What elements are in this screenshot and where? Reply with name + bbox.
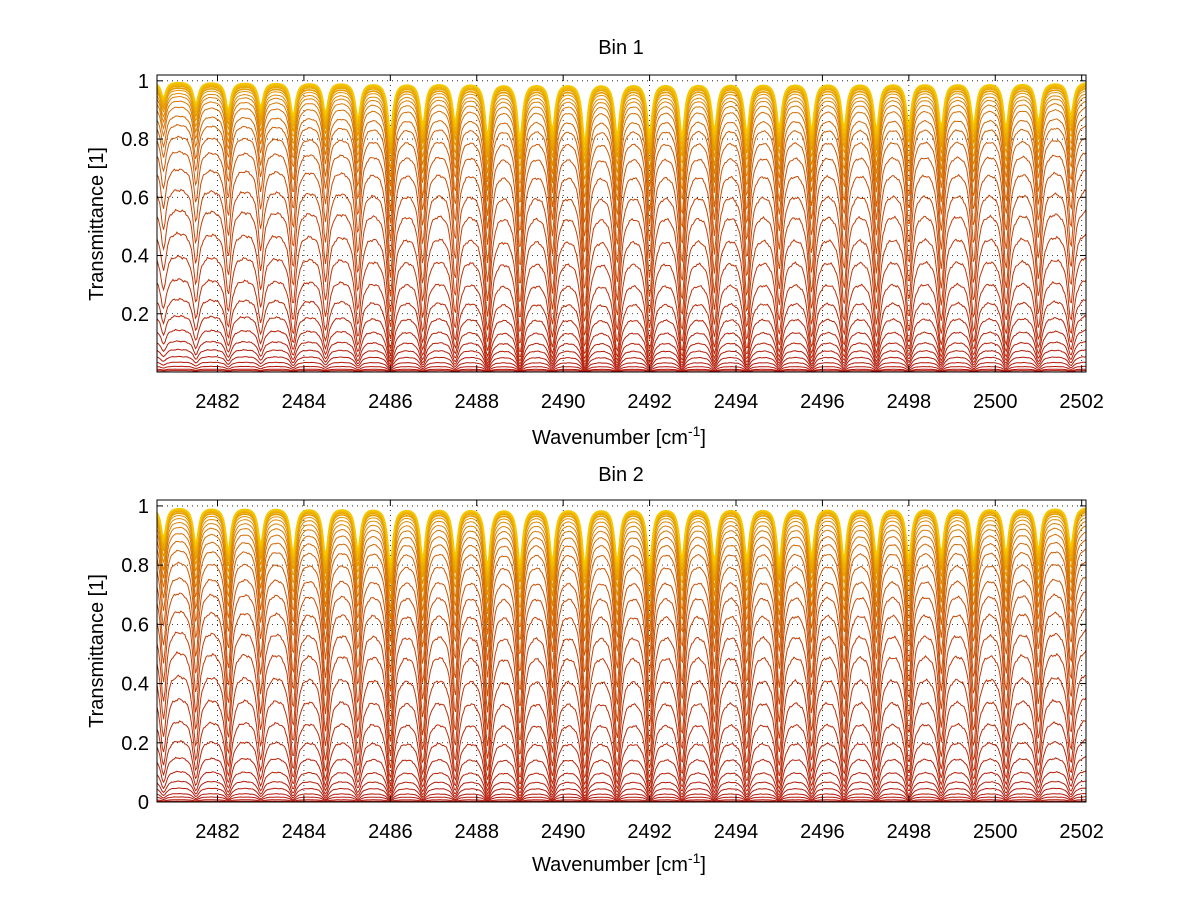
- x-axis-label: Wavenumber [cm-1]: [532, 423, 706, 449]
- y-tick-label: 0.4: [121, 674, 149, 696]
- series-line: [156, 787, 1087, 800]
- series-line: [156, 123, 1087, 237]
- y-tick-label: 0.6: [121, 187, 149, 209]
- series-line: [156, 720, 1087, 788]
- x-tick-label: 2490: [541, 821, 586, 843]
- x-tick-label: 2494: [714, 821, 759, 843]
- series-line: [156, 115, 1087, 223]
- x-tick-label: 2492: [627, 821, 672, 843]
- x-tick-label: 2488: [454, 391, 499, 413]
- x-tick-label: 2498: [887, 821, 932, 843]
- x-tick-label: 2496: [800, 821, 845, 843]
- x-tick-label: 2492: [627, 391, 672, 413]
- series-line: [156, 531, 1087, 635]
- y-tick-label: 0.2: [121, 733, 149, 755]
- series-line: [156, 92, 1087, 180]
- series-line: [156, 538, 1087, 648]
- series-line: [156, 231, 1087, 336]
- series-line: [156, 628, 1087, 747]
- series-line: [156, 278, 1087, 355]
- series-line: [156, 738, 1087, 792]
- y-tick-label: 0.2: [121, 304, 149, 326]
- series-line: [157, 361, 1087, 371]
- x-tick-label: 2486: [368, 391, 413, 413]
- x-tick-label: 2500: [973, 821, 1018, 843]
- y-tick-label: 0.8: [121, 555, 149, 577]
- x-tick-label: 2484: [282, 821, 327, 843]
- x-tick-label: 2486: [368, 821, 413, 843]
- y-tick-label: 0.4: [121, 246, 149, 268]
- series-line: [156, 297, 1086, 360]
- series-line: [156, 800, 1087, 803]
- y-tick-label: 0.6: [121, 614, 149, 636]
- x-tick-label: 2482: [195, 821, 240, 843]
- series-line: [156, 368, 1086, 372]
- x-tick-label: 2496: [800, 391, 845, 413]
- series-line: [156, 650, 1087, 759]
- y-axis-label: Transmittance [1]: [86, 147, 108, 301]
- series-line: [156, 150, 1087, 270]
- series-line: [156, 561, 1087, 678]
- series-line: [156, 548, 1087, 661]
- series-line: [156, 755, 1087, 796]
- y-tick-label: 0: [138, 792, 149, 814]
- series-line: [156, 355, 1087, 370]
- series-line: [156, 770, 1087, 798]
- y-axis-label: Transmittance [1]: [86, 574, 108, 728]
- chart-panel-bin-2: Bin 2 2482 2484 2486 2488 2490 2492 2494 2496 24…: [86, 464, 1104, 876]
- x-tick-label: 2498: [887, 391, 932, 413]
- x-tick-label: 2482: [195, 391, 240, 413]
- y-tick-label: 1: [138, 496, 149, 518]
- series-line: [156, 608, 1087, 730]
- series-line: [156, 780, 1087, 799]
- x-tick-label: 2494: [714, 391, 759, 413]
- y-tick-label: 0.8: [121, 129, 149, 151]
- series-line: [156, 81, 1087, 144]
- axes-frame: [156, 74, 1087, 373]
- series-line: [156, 254, 1087, 348]
- series-line: [156, 520, 1087, 614]
- series-line: [156, 697, 1087, 780]
- series-line: [156, 106, 1087, 208]
- series-line: [156, 328, 1087, 366]
- x-axis-label: Wavenumber [cm-1]: [532, 850, 706, 876]
- series-line: [156, 168, 1087, 289]
- x-tick-label: 2488: [454, 821, 499, 843]
- series-line: [156, 314, 1087, 363]
- x-tick-label: 2490: [541, 391, 586, 413]
- series-line: [156, 591, 1087, 713]
- y-tick-label: 1: [138, 71, 149, 93]
- series-line: [156, 507, 1087, 568]
- series-line: [156, 348, 1087, 369]
- axes-frame: [156, 499, 1087, 803]
- series-line: [156, 100, 1086, 198]
- x-tick-label: 2484: [282, 391, 327, 413]
- chart-panel-bin-1: Bin 1 2482 2484 2486 2488 2490 2492 2494 2496 24…: [86, 37, 1104, 449]
- series-line: [156, 208, 1087, 322]
- series-line: [156, 525, 1087, 624]
- chart-title: Bin 1: [598, 37, 644, 59]
- series-line: [156, 135, 1087, 253]
- x-tick-label: 2502: [1059, 821, 1104, 843]
- series-line: [156, 365, 1087, 372]
- x-tick-label: 2500: [973, 391, 1018, 413]
- series-line: [156, 796, 1087, 802]
- series-line: [156, 674, 1087, 771]
- series-line: [156, 188, 1087, 307]
- series-line: [156, 799, 1086, 802]
- series-line: [156, 792, 1087, 801]
- series-line: [156, 576, 1087, 697]
- series-line: [157, 370, 1086, 373]
- series-line: [156, 340, 1087, 367]
- chart-title: Bin 2: [598, 464, 644, 486]
- x-tick-label: 2502: [1059, 391, 1104, 413]
